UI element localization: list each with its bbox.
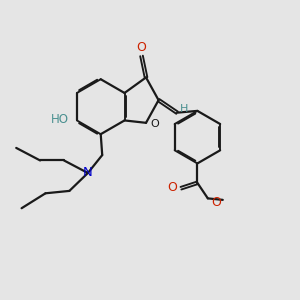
Text: O: O <box>150 119 159 129</box>
Text: O: O <box>136 41 146 54</box>
Text: O: O <box>168 181 178 194</box>
Text: N: N <box>83 167 93 179</box>
Text: HO: HO <box>51 113 69 126</box>
Text: H: H <box>179 104 188 114</box>
Text: O: O <box>211 196 221 209</box>
